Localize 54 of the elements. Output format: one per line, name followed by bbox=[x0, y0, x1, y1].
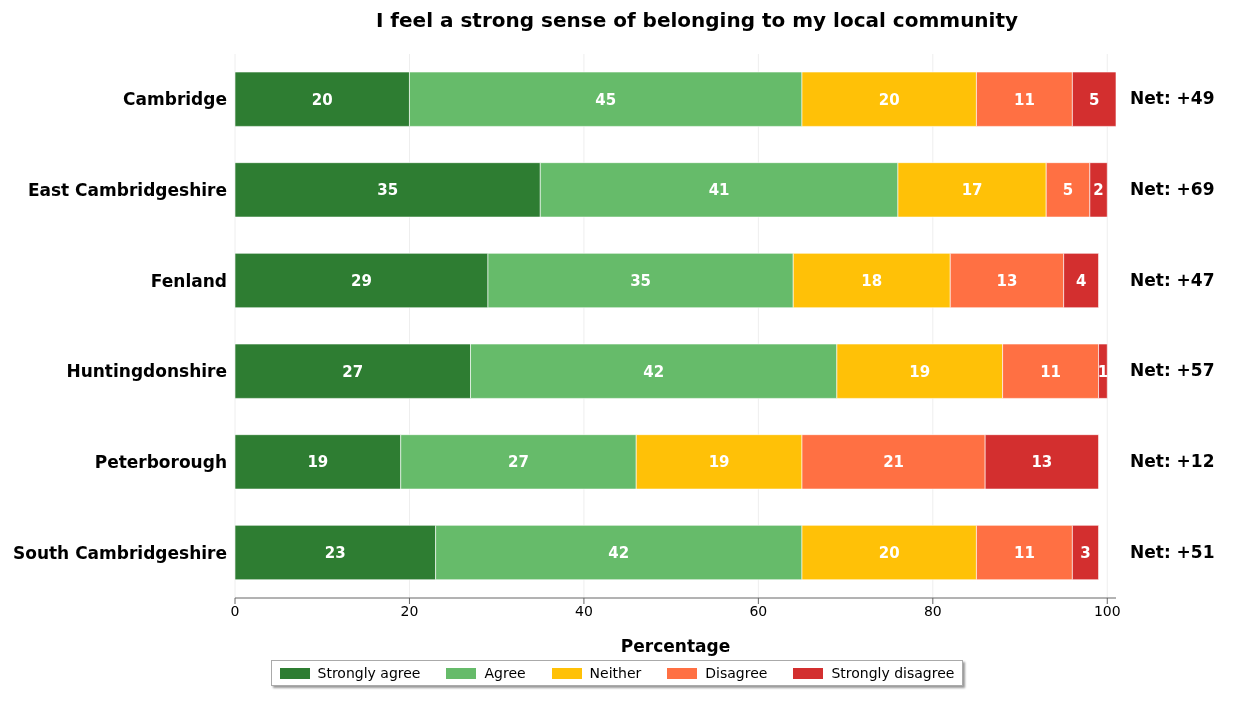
text: Net: +49 bbox=[1130, 88, 1215, 109]
data-label: 5 bbox=[1062, 181, 1074, 200]
data-label: 20 bbox=[311, 90, 333, 109]
data-label: 13 bbox=[996, 271, 1018, 290]
data-label: 20 bbox=[878, 543, 900, 562]
data-label: 11 bbox=[1013, 90, 1035, 109]
x-tick-label: 100 bbox=[1093, 602, 1121, 619]
text: Net: +47 bbox=[1130, 269, 1215, 290]
data-label: 41 bbox=[708, 181, 730, 200]
x-tick-label: 0 bbox=[230, 602, 240, 619]
data-label: 18 bbox=[861, 271, 883, 290]
legend-label: Agree bbox=[484, 665, 526, 681]
y-tick-label: Peterborough bbox=[94, 452, 227, 473]
x-tick-label: 40 bbox=[575, 602, 593, 619]
data-label: 42 bbox=[643, 362, 665, 381]
data-label: 29 bbox=[351, 271, 372, 290]
data-label: 5 bbox=[1088, 90, 1100, 109]
chart-title: I feel a strong sense of belonging to my local community bbox=[374, 8, 1020, 32]
data-label: 35 bbox=[630, 271, 652, 290]
data-label: 13 bbox=[1031, 453, 1053, 472]
x-tick-label: 60 bbox=[749, 602, 768, 619]
y-tick-label: Huntingdonshire bbox=[66, 361, 227, 382]
data-label: 19 bbox=[909, 362, 931, 381]
y-tick-label: Cambridge bbox=[123, 89, 227, 110]
data-label: 23 bbox=[324, 543, 346, 562]
data-label: 35 bbox=[377, 181, 399, 200]
legend-label: Neither bbox=[589, 665, 642, 681]
y-tick-label: Fenland bbox=[150, 270, 227, 291]
legend-label: Strongly disagree bbox=[831, 665, 955, 681]
legend-label: Disagree bbox=[705, 665, 768, 681]
data-label: 42 bbox=[608, 543, 630, 562]
data-label: 20 bbox=[878, 90, 900, 109]
text: Net: +57 bbox=[1130, 360, 1215, 381]
data-label: 11 bbox=[1040, 362, 1062, 381]
text: Net: +51 bbox=[1130, 541, 1215, 562]
data-label: 2 bbox=[1093, 181, 1104, 200]
x-tick-label: 80 bbox=[923, 602, 942, 619]
x-tick-label: 20 bbox=[400, 602, 419, 619]
data-label: 3 bbox=[1080, 543, 1091, 562]
data-label: 21 bbox=[883, 453, 905, 472]
data-label: 19 bbox=[307, 453, 329, 472]
text: Net: +12 bbox=[1130, 451, 1215, 471]
y-tick-label: East Cambridgeshire bbox=[27, 180, 227, 201]
data-label: 27 bbox=[342, 362, 364, 381]
data-label: 27 bbox=[508, 453, 529, 472]
data-label: 17 bbox=[961, 181, 983, 200]
data-label: 45 bbox=[595, 90, 617, 109]
data-label: 11 bbox=[1013, 543, 1035, 562]
data-label: 19 bbox=[708, 453, 730, 472]
data-label: 4 bbox=[1075, 271, 1087, 290]
text: Net: +69 bbox=[1130, 179, 1215, 199]
x-axis-title: Percentage bbox=[620, 636, 731, 656]
y-tick-label: South Cambridgeshire bbox=[12, 542, 227, 563]
legend-label: Strongly agree bbox=[317, 665, 421, 681]
